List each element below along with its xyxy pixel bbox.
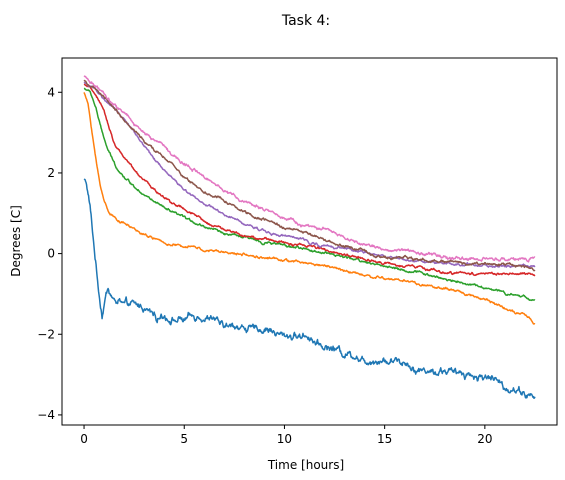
x-axis: 0 5 10 15 20 [80,425,492,446]
series-group [83,75,536,399]
x-axis-label: Time [hours] [267,458,344,472]
x-tick-label: 10 [277,432,292,446]
y-tick-label: −4 [37,408,55,422]
series-line-1 [83,178,536,399]
x-tick-label: 15 [377,432,392,446]
x-tick-label: 20 [477,432,492,446]
y-tick-label: −2 [37,327,55,341]
y-tick-label: 4 [47,85,55,99]
plot-frame [61,57,558,426]
x-tick-label: 0 [80,432,88,446]
series-line-3 [83,87,536,302]
series-line-5 [83,81,536,269]
series-line-6 [83,79,536,272]
series-line-4 [83,83,536,277]
series-line-7 [83,75,536,263]
x-tick-label: 5 [180,432,188,446]
y-axis-label: Degrees [C] [9,205,23,276]
series-line-2 [83,92,536,325]
y-tick-label: 0 [47,247,55,261]
plot-area [61,57,558,426]
y-tick-label: 2 [47,166,55,180]
y-axis: −4 −2 0 2 4 [37,85,62,422]
chart-title: Task 4: [281,13,330,29]
